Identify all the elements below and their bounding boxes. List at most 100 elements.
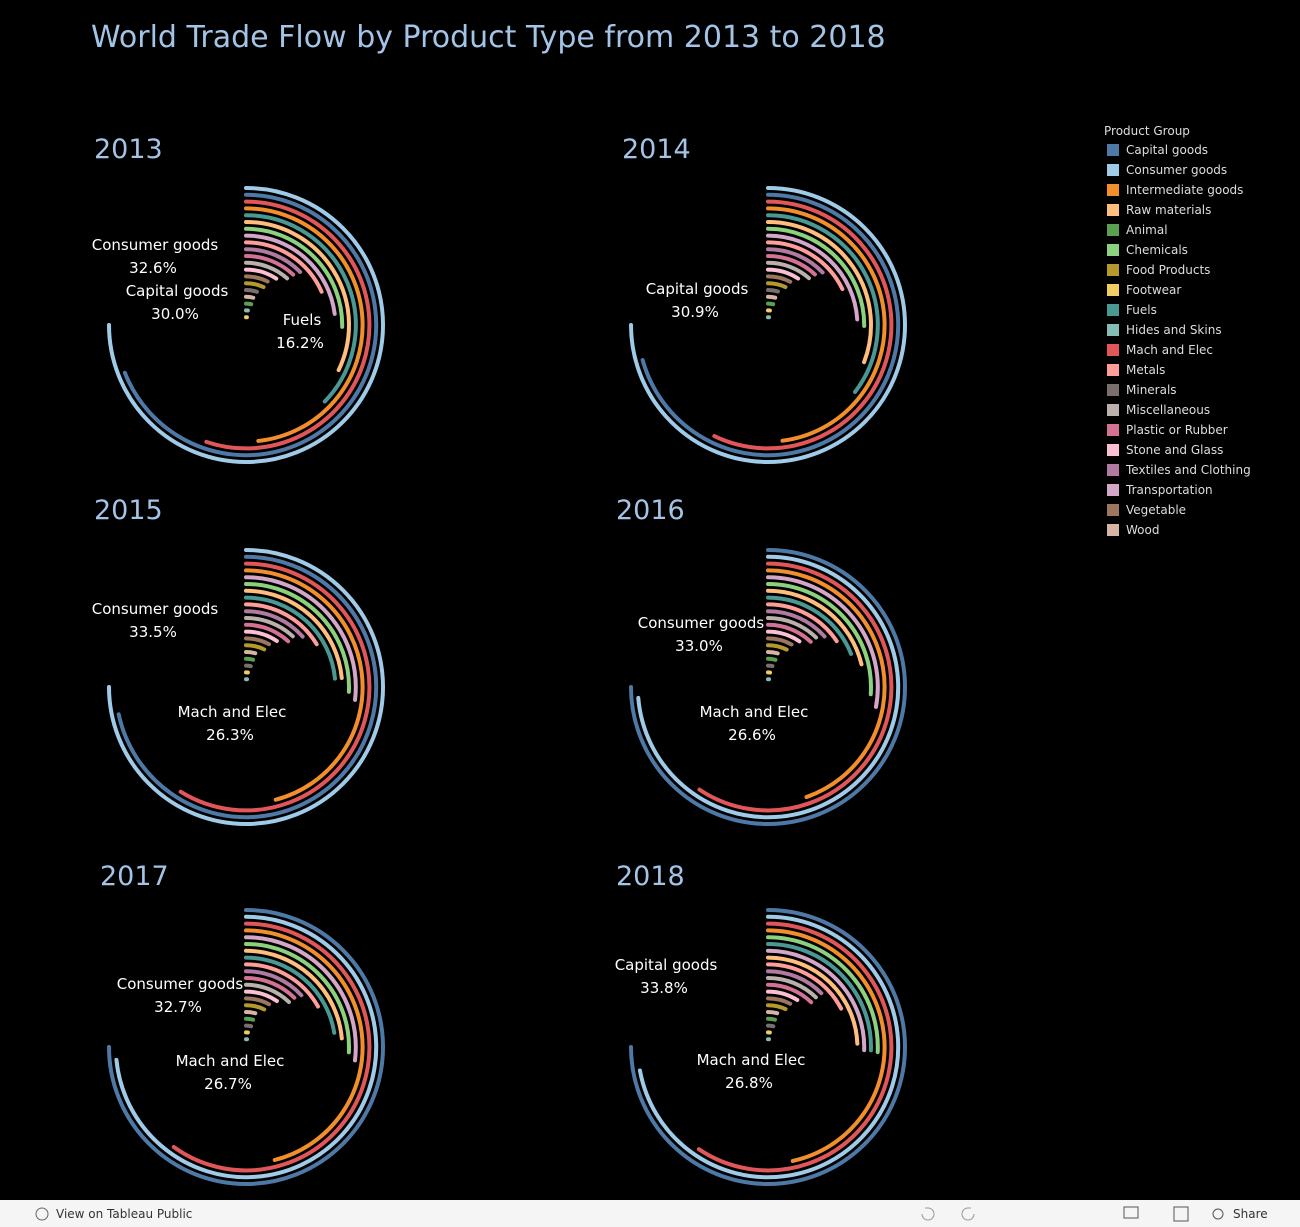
- share-icon[interactable]: [1212, 1208, 1224, 1220]
- legend-label: Vegetable: [1126, 503, 1186, 517]
- ring-bar: [204, 199, 372, 451]
- ring-bar: [244, 650, 258, 656]
- legend-label: Animal: [1126, 223, 1168, 237]
- ring-bar: [244, 1016, 256, 1022]
- category-label: Fuels: [283, 311, 322, 329]
- value-label: 26.6%: [728, 726, 776, 744]
- legend-label: Raw materials: [1126, 203, 1211, 217]
- share-button[interactable]: Share: [1233, 1207, 1268, 1221]
- ring-bar: [766, 582, 873, 697]
- legend-swatch: [1107, 144, 1119, 156]
- ring-bar: [766, 976, 818, 1000]
- legend-swatch: [1107, 524, 1119, 536]
- ring-bar: [766, 996, 793, 1006]
- ring-bar: [244, 213, 358, 404]
- ring-bar: [244, 206, 365, 443]
- value-label: 30.0%: [151, 305, 199, 323]
- value-label: 26.7%: [204, 1075, 252, 1093]
- ring-bar: [244, 1003, 267, 1012]
- ring-bar: [766, 247, 825, 275]
- legend-swatch: [1107, 264, 1119, 276]
- ring-bar: [766, 281, 788, 290]
- legend-swatch: [1107, 164, 1119, 176]
- ring-bar: [107, 186, 385, 464]
- legend-swatch: [1107, 224, 1119, 236]
- ring-bar: [766, 636, 794, 647]
- ring-bar: [766, 1010, 780, 1016]
- tableau-icon: [35, 1207, 49, 1221]
- ring-bar: [244, 989, 279, 1004]
- legend-label: Food Products: [1126, 263, 1210, 277]
- ring-bar: [178, 561, 372, 813]
- ring-bar: [766, 294, 778, 300]
- ring-bar: [640, 192, 901, 458]
- ring-bar: [766, 602, 839, 644]
- legend-swatch: [1107, 384, 1119, 396]
- ring-bar: [244, 616, 295, 639]
- ring-bar: [766, 240, 845, 292]
- legend-label: Mach and Elec: [1126, 343, 1213, 357]
- category-label: Mach and Elec: [700, 703, 809, 721]
- footer-bar: [0, 1200, 1300, 1227]
- legend-label: Minerals: [1126, 383, 1177, 397]
- download-icon[interactable]: [1123, 1206, 1139, 1219]
- legend-label: Hides and Skins: [1126, 323, 1222, 337]
- ring-bar: [244, 582, 351, 694]
- chart-title: 2016: [616, 495, 685, 526]
- ring-bar: [629, 186, 907, 464]
- legend-swatch: [1107, 244, 1119, 256]
- ring-bar: [244, 254, 296, 277]
- legend-label: Capital goods: [1126, 143, 1208, 157]
- ring-bar: [122, 192, 379, 458]
- ring-bar: [629, 908, 907, 1186]
- legend-label: Plastic or Rubber: [1126, 423, 1228, 437]
- ring-bar: [766, 935, 880, 1055]
- legend-swatch: [1107, 304, 1119, 316]
- legend-swatch: [1107, 464, 1119, 476]
- ring-bar: [244, 656, 256, 662]
- ring-bar: [244, 643, 267, 652]
- ring-bar: [766, 609, 827, 639]
- category-label: Mach and Elec: [176, 1052, 285, 1070]
- ring-bar: [712, 199, 894, 451]
- undo-icon[interactable]: [921, 1207, 935, 1221]
- legend-label: Stone and Glass: [1126, 443, 1223, 457]
- legend-label: Footwear: [1126, 283, 1181, 297]
- legend-label: Miscellaneous: [1126, 403, 1210, 417]
- ring-bar: [244, 568, 365, 802]
- redo-icon[interactable]: [961, 1207, 975, 1221]
- ring-bar: [766, 267, 801, 281]
- ring-bar: [697, 561, 894, 813]
- legend-swatch: [1107, 424, 1119, 436]
- ring-bar: [244, 622, 291, 644]
- chart-title: 2015: [94, 495, 163, 526]
- category-label: Consumer goods: [92, 600, 219, 618]
- chart-title: 2013: [94, 134, 163, 165]
- value-label: 16.2%: [276, 334, 324, 352]
- ring-bar: [637, 914, 901, 1180]
- chart-title: 2014: [622, 134, 691, 165]
- ring-bar: [244, 982, 291, 1004]
- ring-bar: [244, 663, 253, 669]
- value-label: 33.0%: [675, 637, 723, 655]
- ring-bar: [766, 260, 811, 281]
- ring-bar: [244, 609, 305, 639]
- ring-bar: [244, 629, 279, 643]
- ring-bar: [244, 588, 344, 680]
- ring-bar: [244, 575, 358, 702]
- ring-bar: [766, 1023, 776, 1029]
- ring-bar: [766, 226, 867, 328]
- ring-bar: [244, 969, 304, 998]
- ring-bar: [244, 976, 297, 1000]
- fullscreen-icon[interactable]: [1173, 1206, 1189, 1222]
- legend-label: Textiles and Clothing: [1125, 463, 1251, 477]
- ring-bar: [766, 656, 778, 662]
- ring-bar: [244, 260, 290, 281]
- ring-bar: [636, 554, 901, 820]
- ring-bar: [244, 274, 270, 284]
- ring-bar: [766, 568, 887, 800]
- ring-bar: [244, 962, 320, 1009]
- ring-bar: [244, 636, 271, 647]
- view-link[interactable]: View on Tableau Public: [56, 1207, 192, 1221]
